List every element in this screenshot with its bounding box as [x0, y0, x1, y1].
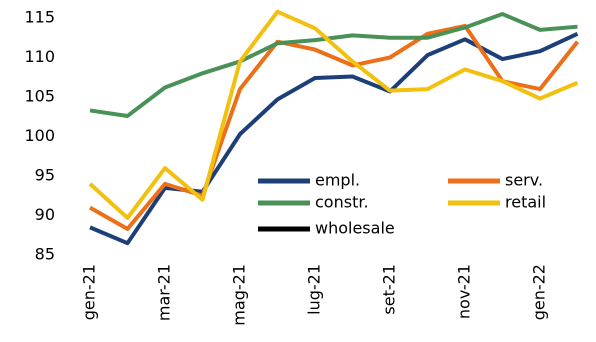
- series-line: [89, 12, 578, 118]
- legend-label: constr.: [315, 193, 369, 212]
- series-line: [89, 23, 580, 231]
- legend-label: empl.: [315, 171, 360, 190]
- x-tick-label: mar-21: [155, 264, 174, 321]
- y-tick-label: 110: [24, 47, 55, 66]
- y-tick-label: 85: [35, 245, 55, 264]
- y-tick-label: 90: [35, 205, 55, 224]
- x-tick-label: set-21: [380, 264, 399, 315]
- legend-label: retail: [505, 193, 546, 212]
- x-tick-label: lug-21: [305, 264, 324, 315]
- legend-label: wholesale: [315, 219, 395, 238]
- x-tick-label: nov-21: [455, 264, 474, 319]
- y-tick-label: 105: [24, 87, 55, 106]
- y-tick-label: 95: [35, 166, 55, 185]
- x-tick-label: mag-21: [230, 264, 249, 326]
- y-tick-label: 100: [24, 126, 55, 145]
- x-tick-label: gen-21: [80, 264, 99, 320]
- x-tick-label: gen-22: [530, 264, 549, 320]
- y-tick-label: 115: [24, 8, 55, 27]
- series-line: [88, 9, 579, 220]
- legend-label: serv.: [505, 171, 543, 190]
- series-line: [89, 31, 579, 246]
